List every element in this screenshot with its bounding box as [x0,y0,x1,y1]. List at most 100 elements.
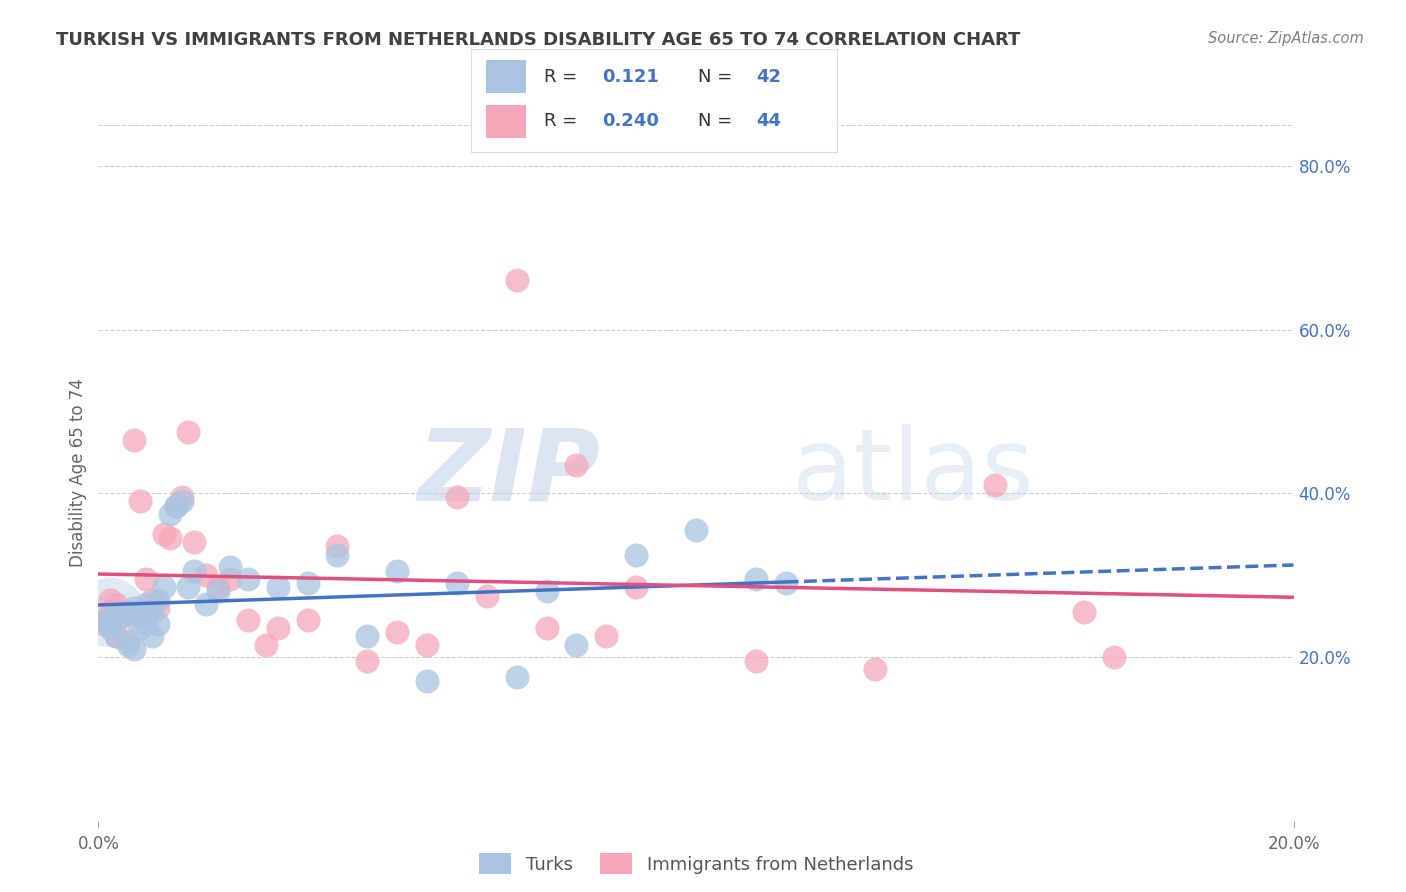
Y-axis label: Disability Age 65 to 74: Disability Age 65 to 74 [69,378,87,567]
Point [111,609,134,624]
Point [153,527,176,541]
Point [565,638,588,652]
Point [148,592,170,607]
Point [267,621,290,635]
Point [159,507,181,521]
Point [685,523,707,537]
Point [446,576,468,591]
Point [356,630,378,644]
Point [207,584,229,599]
Point [1104,649,1126,664]
FancyBboxPatch shape [485,61,526,93]
Point [536,621,558,635]
Point [326,540,349,554]
Point [356,654,378,668]
Point [446,491,468,505]
Point [385,564,409,578]
Point [745,654,768,668]
Point [595,630,617,644]
Point [236,613,259,627]
Point [124,641,146,656]
Point [148,600,170,615]
Point [100,617,122,632]
Point [626,580,648,594]
Point [111,609,134,624]
Point [100,592,122,607]
Point [219,572,242,586]
Point [117,638,139,652]
Point [416,638,439,652]
Text: R =: R = [544,112,583,130]
Text: 0.121: 0.121 [603,68,659,86]
Point [172,494,194,508]
Text: N =: N = [697,68,738,86]
Point [105,630,128,644]
Point [172,491,194,505]
Point [135,617,157,632]
Point [129,621,152,635]
Point [153,580,176,594]
Point [416,674,439,689]
Point [506,273,529,287]
Point [100,621,122,635]
Text: Source: ZipAtlas.com: Source: ZipAtlas.com [1208,31,1364,46]
Point [117,605,139,619]
Point [385,625,409,640]
Point [129,609,152,624]
Point [984,478,1007,492]
Point [141,605,163,619]
FancyBboxPatch shape [485,105,526,138]
Point [100,605,122,619]
Point [297,576,319,591]
Point [267,580,290,594]
Point [775,576,797,591]
Point [165,499,187,513]
Point [865,662,887,676]
Point [93,613,115,627]
Text: N =: N = [697,112,738,130]
Point [506,670,529,684]
Point [135,605,157,619]
Point [1073,605,1095,619]
Point [148,617,170,632]
Point [195,568,218,582]
Point [124,433,146,447]
Point [165,499,187,513]
Point [177,580,200,594]
Point [236,572,259,586]
Point [626,548,648,562]
Point [326,548,349,562]
Legend: Turks, Immigrants from Netherlands: Turks, Immigrants from Netherlands [471,846,921,881]
Point [93,617,115,632]
Point [183,564,205,578]
Point [105,597,128,611]
Point [219,560,242,574]
Text: TURKISH VS IMMIGRANTS FROM NETHERLANDS DISABILITY AGE 65 TO 74 CORRELATION CHART: TURKISH VS IMMIGRANTS FROM NETHERLANDS D… [56,31,1021,49]
Point [565,458,588,472]
Point [117,605,139,619]
Point [141,630,163,644]
Point [129,609,152,624]
Point [135,597,157,611]
Point [254,638,277,652]
Text: atlas: atlas [792,425,1033,521]
Point [100,605,122,619]
Point [105,609,128,624]
Point [745,572,768,586]
Point [159,531,181,545]
Text: ZIP: ZIP [418,425,600,521]
Point [129,494,152,508]
Point [475,589,498,603]
Point [124,600,146,615]
Point [536,584,558,599]
Point [141,592,163,607]
Text: R =: R = [544,68,583,86]
Point [117,633,139,648]
Text: 0.240: 0.240 [603,112,659,130]
Point [135,572,157,586]
Text: 42: 42 [756,68,782,86]
Point [183,535,205,549]
Point [195,597,218,611]
Point [207,580,229,594]
Point [105,630,128,644]
